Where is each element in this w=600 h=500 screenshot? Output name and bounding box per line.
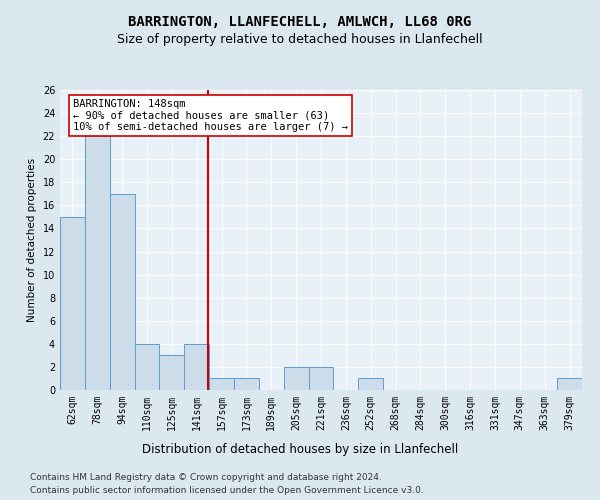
Text: BARRINGTON, LLANFECHELL, AMLWCH, LL68 0RG: BARRINGTON, LLANFECHELL, AMLWCH, LL68 0R… [128, 15, 472, 29]
Text: Contains HM Land Registry data © Crown copyright and database right 2024.: Contains HM Land Registry data © Crown c… [30, 472, 382, 482]
Bar [60, 217, 85, 390]
Bar [184, 344, 209, 390]
Bar [308, 367, 334, 390]
Bar [134, 344, 160, 390]
Bar [557, 378, 582, 390]
Text: Contains public sector information licensed under the Open Government Licence v3: Contains public sector information licen… [30, 486, 424, 495]
Bar [358, 378, 383, 390]
Bar [284, 367, 308, 390]
Text: Distribution of detached houses by size in Llanfechell: Distribution of detached houses by size … [142, 442, 458, 456]
Text: BARRINGTON: 148sqm
← 90% of detached houses are smaller (63)
10% of semi-detache: BARRINGTON: 148sqm ← 90% of detached hou… [73, 99, 348, 132]
Y-axis label: Number of detached properties: Number of detached properties [27, 158, 37, 322]
Text: Size of property relative to detached houses in Llanfechell: Size of property relative to detached ho… [117, 32, 483, 46]
Bar [85, 136, 110, 390]
Bar [209, 378, 234, 390]
Bar [110, 194, 134, 390]
Bar [160, 356, 184, 390]
Bar [234, 378, 259, 390]
